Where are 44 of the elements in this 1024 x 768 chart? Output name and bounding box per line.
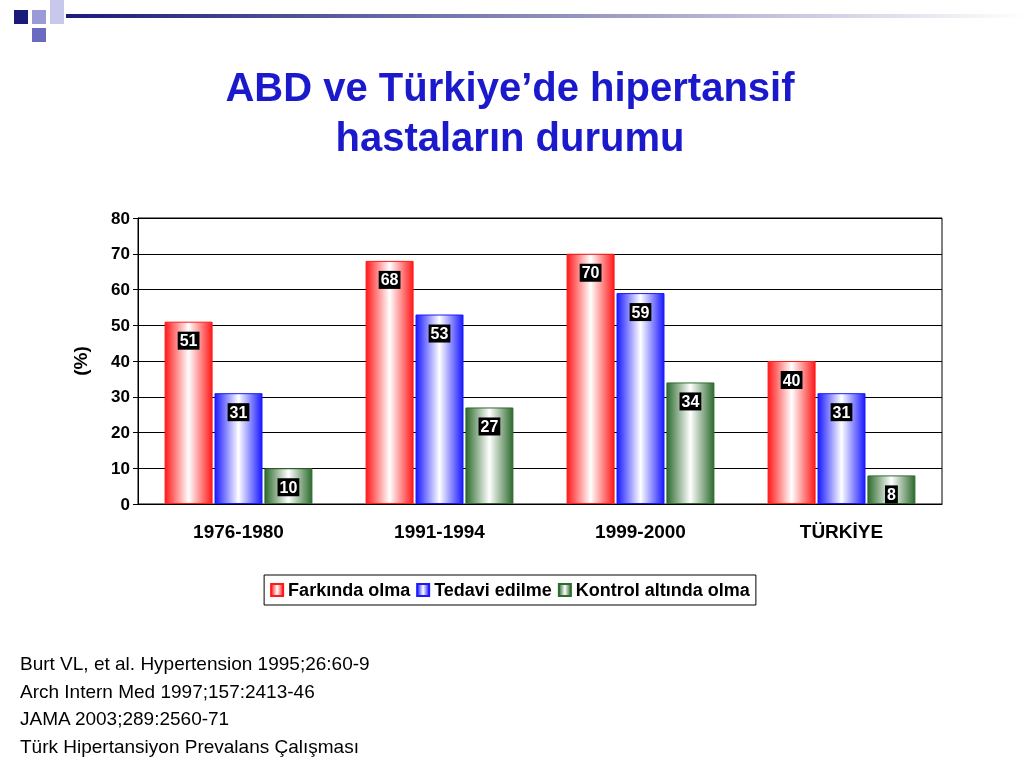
data-label: 10 <box>279 478 298 496</box>
text: JAMA 2003;289:2560-71 <box>20 707 231 731</box>
data-label: 31 <box>229 403 248 421</box>
bar <box>214 393 263 504</box>
data-label: 70 <box>581 264 600 282</box>
y-tick-label: 60 <box>111 280 130 299</box>
data-label: 59 <box>631 303 650 321</box>
legend-label: Tedavi edilme <box>434 580 552 600</box>
data-label: 53 <box>430 325 449 343</box>
y-tick-label: 10 <box>111 458 130 478</box>
y-tick-label: 40 <box>111 351 130 371</box>
bar <box>164 321 213 504</box>
bar <box>767 361 816 504</box>
bar <box>666 382 715 504</box>
x-tick-label: 1976-1980 <box>193 521 284 542</box>
x-tick-label: 1991-1994 <box>394 521 486 542</box>
y-tick-label: 50 <box>111 315 130 335</box>
legend-label: Farkında olma <box>288 580 412 600</box>
bar <box>566 253 615 504</box>
data-label: 8 <box>886 485 896 503</box>
data-label: 34 <box>681 392 700 410</box>
y-tick-label: 80 <box>111 208 130 228</box>
x-tick-label: TÜRKİYE <box>799 521 884 542</box>
y-tick-label: 20 <box>111 423 130 442</box>
bar <box>616 293 665 504</box>
bar <box>415 314 464 504</box>
bar <box>817 393 866 504</box>
data-label: 51 <box>179 332 198 350</box>
chart-title: ABD ve Türkiye’de hipertansif hastaların durumu <box>224 64 796 161</box>
y-tick-label: 30 <box>111 387 130 407</box>
data-label: 27 <box>480 417 499 435</box>
x-tick-label: 1999-2000 <box>595 521 686 542</box>
y-tick-label: 70 <box>111 244 130 264</box>
y-tick-label: 0 <box>120 494 130 514</box>
bar <box>465 407 514 504</box>
legend-label: Kontrol altında olma <box>575 580 751 600</box>
data-label: 40 <box>782 371 801 389</box>
data-label: 68 <box>380 271 399 289</box>
bar <box>365 260 414 504</box>
text: Türk Hipertansiyon Prevalans Çalışması <box>20 734 360 759</box>
data-label: 31 <box>832 403 851 421</box>
y-axis-title: (%) <box>70 346 91 376</box>
text: Arch Intern Med 1997;157:2413-46 <box>20 679 316 704</box>
text: Burt VL, et al. Hypertension 1995;26:60-9 <box>20 652 370 676</box>
